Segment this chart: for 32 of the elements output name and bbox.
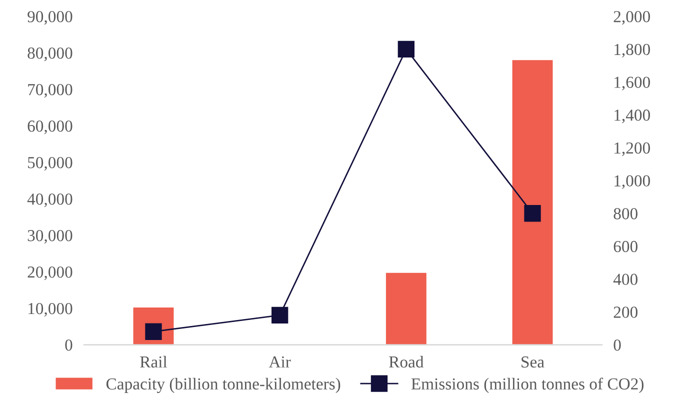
x-tick-label: Air <box>268 356 291 368</box>
y2-tick-label: 1,800 <box>614 44 650 58</box>
y-tick-label: 40,000 <box>27 193 72 208</box>
y2-tick-label: 0 <box>614 339 621 351</box>
legend-label: Capacity (billion tonne-kilometers) <box>106 378 340 393</box>
y2-tick-label: 2,000 <box>614 11 650 25</box>
point <box>524 205 541 222</box>
x-tick-label: Rail <box>140 356 168 368</box>
y2-tick-label: 600 <box>614 240 638 252</box>
y-tick-label: 30,000 <box>28 230 72 244</box>
y-tick-label: 20,000 <box>28 266 72 280</box>
bar <box>512 60 553 345</box>
y-tick-label: 50,000 <box>28 156 72 171</box>
y2-tick-label: 1,200 <box>614 142 650 156</box>
bar <box>386 272 426 345</box>
y2-tick-label: 400 <box>613 274 638 286</box>
y-tick-label: 0 <box>65 339 72 351</box>
y2-tick-label: 1,600 <box>614 76 650 90</box>
y-tick-label: 10,000 <box>28 302 72 317</box>
y2-tick-label: 1,000 <box>614 175 650 189</box>
y-tick-label: 90,000 <box>28 11 72 25</box>
x-tick-label: Sea <box>522 356 544 368</box>
point <box>271 306 288 324</box>
x-tick-label: Road <box>389 356 424 368</box>
y2-tick-label: 800 <box>614 208 638 220</box>
y2-tick-label: 1,400 <box>614 110 650 124</box>
y2-tick-label: 200 <box>614 306 638 318</box>
y-tick-label: 70,000 <box>28 84 72 98</box>
legend-label: Emissions (million tonnes of CO2) <box>411 378 644 393</box>
y-tick-label: 60,000 <box>28 120 72 134</box>
point <box>398 40 415 58</box>
y-tick-label: 80,000 <box>28 48 72 62</box>
